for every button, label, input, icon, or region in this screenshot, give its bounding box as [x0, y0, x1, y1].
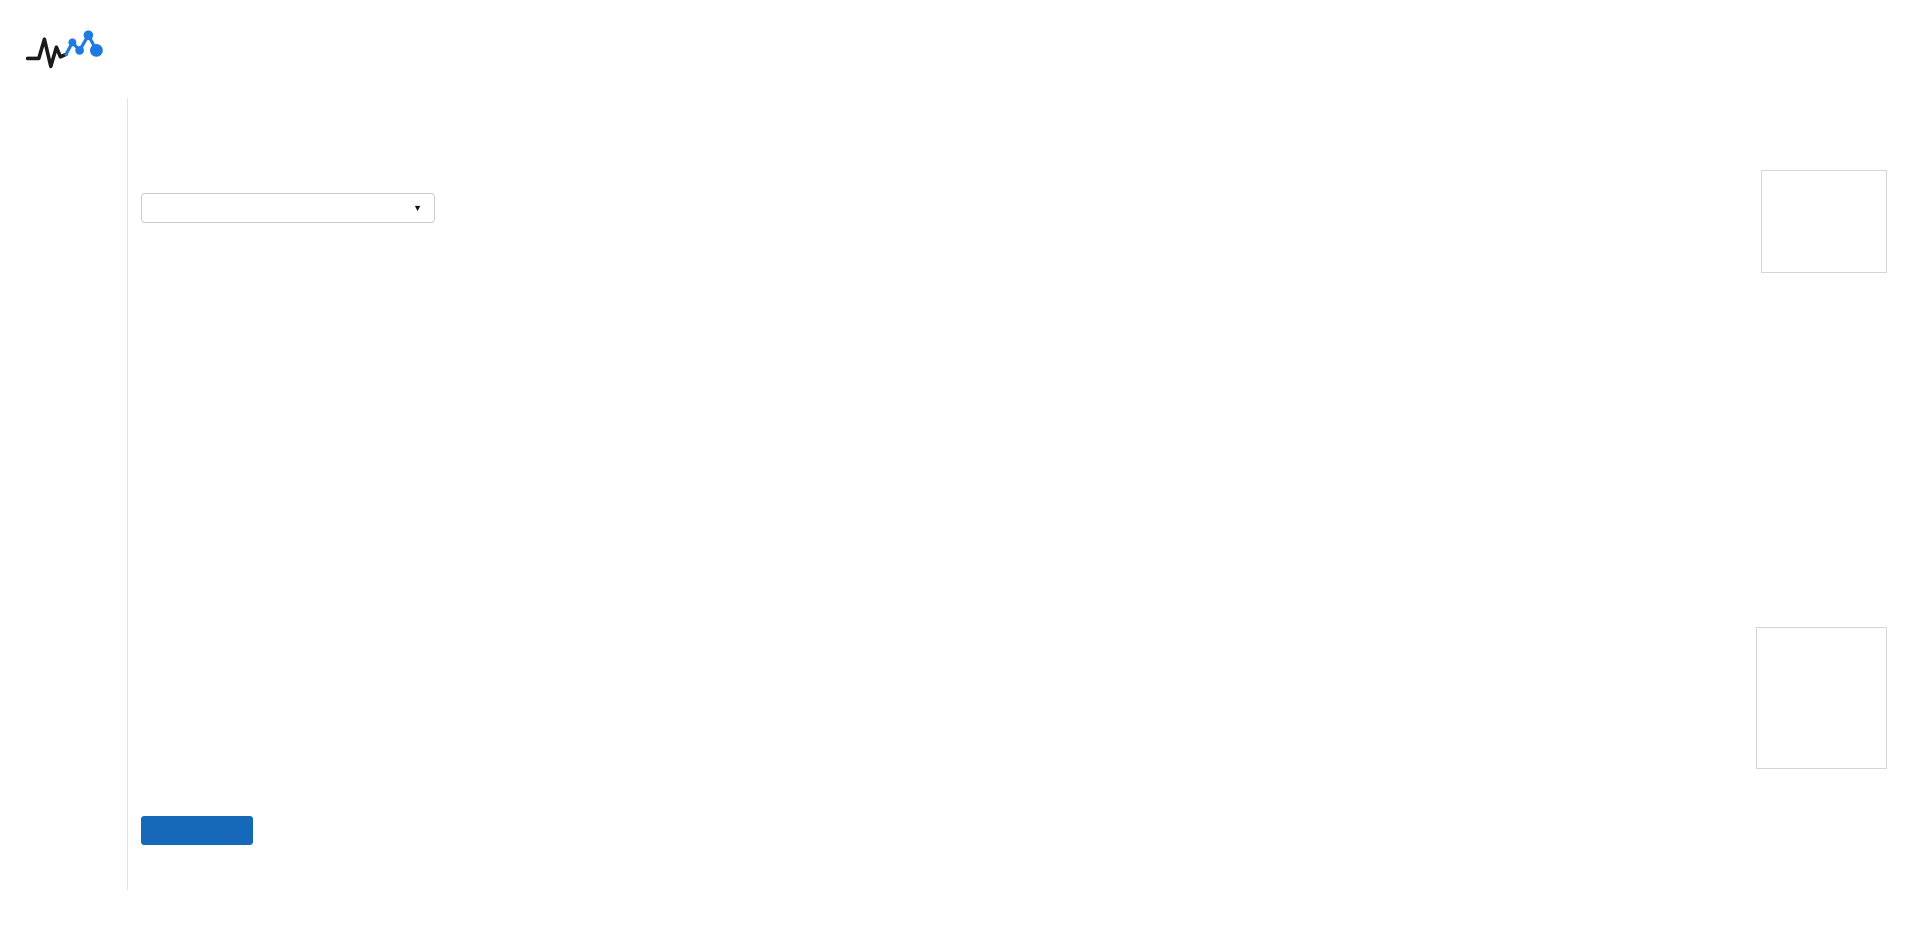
graph3d-legend — [1756, 627, 1887, 769]
sidebar-divider — [127, 98, 128, 890]
graph-2d-plot[interactable] — [884, 160, 1184, 310]
graph2d-legend — [1761, 170, 1887, 273]
test-data-select[interactable]: ▼ — [141, 193, 435, 223]
graph-3d-plot[interactable] — [1254, 598, 1554, 748]
chevron-down-icon: ▼ — [413, 203, 422, 213]
generate-graph-button[interactable] — [141, 816, 253, 845]
assetpulse-logo-icon — [25, 28, 106, 76]
